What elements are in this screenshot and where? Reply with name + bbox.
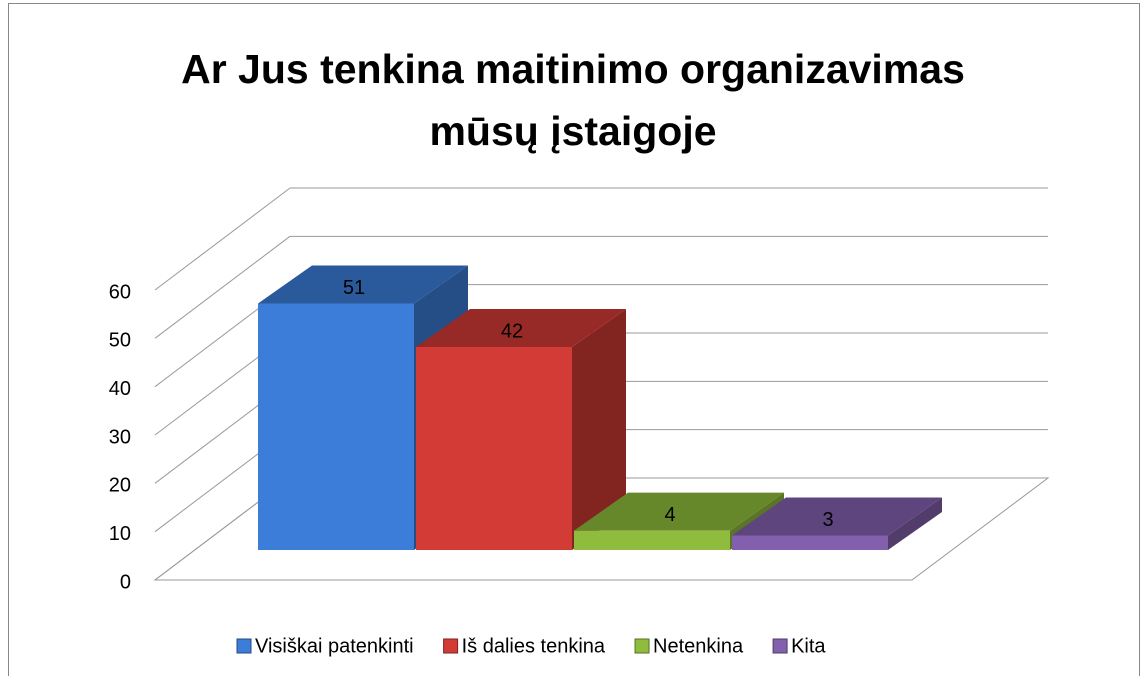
bar xyxy=(574,530,730,550)
legend-swatch xyxy=(443,638,459,654)
legend-swatch xyxy=(772,638,788,654)
grid-line xyxy=(154,187,291,291)
y-tick-label: 50 xyxy=(109,330,131,352)
legend-label: Visiškai patenkinti xyxy=(255,635,414,657)
y-tick-label: 10 xyxy=(109,523,131,545)
legend-label: Iš dalies tenkina xyxy=(462,635,606,657)
y-tick-label: 60 xyxy=(109,281,131,303)
legend-label: Netenkina xyxy=(653,635,744,657)
bar xyxy=(258,303,414,550)
bar-top xyxy=(574,492,784,531)
bar-top xyxy=(732,497,942,536)
y-tick-label: 0 xyxy=(120,571,131,593)
chart-border xyxy=(8,3,1140,676)
y-tick-label: 40 xyxy=(109,378,131,400)
value-label: 42 xyxy=(501,320,523,342)
chart-title: Ar Jus tenkina maitinimo organizavimas m… xyxy=(181,46,965,154)
value-label: 4 xyxy=(664,504,675,526)
y-tick-label: 20 xyxy=(109,475,131,497)
grid-line xyxy=(154,235,291,339)
bar-top xyxy=(258,265,468,304)
value-label: 51 xyxy=(343,277,365,299)
bar xyxy=(416,347,572,550)
bar-side xyxy=(572,309,626,550)
value-label: 3 xyxy=(822,509,833,531)
y-tick-label: 30 xyxy=(109,426,131,448)
bar-top xyxy=(416,309,626,347)
bar-side xyxy=(888,497,942,550)
legend-label: Kita xyxy=(791,635,826,657)
legend-swatch xyxy=(634,638,650,654)
legend-swatch xyxy=(236,638,252,654)
bar xyxy=(732,535,888,550)
